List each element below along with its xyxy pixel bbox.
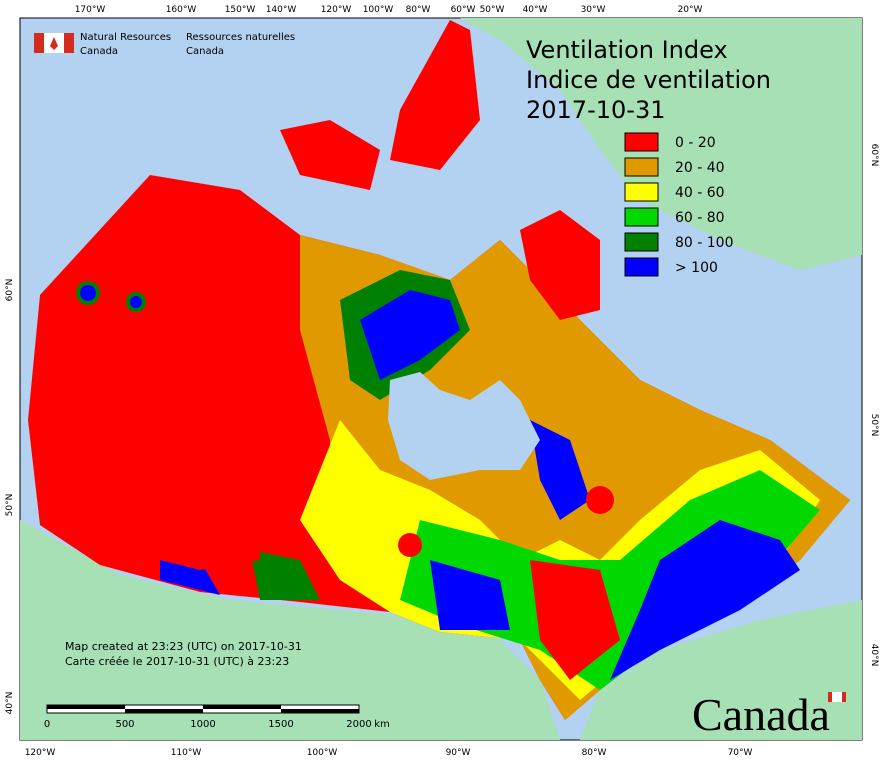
longitude-label: 70°W (728, 748, 753, 758)
wordmark-flag (828, 692, 846, 702)
longitude-label: 90°W (446, 748, 471, 758)
legend-label: > 100 (675, 260, 718, 276)
legend-label: 0 - 20 (675, 135, 716, 151)
legend-swatch (624, 207, 659, 227)
nrcan-flag (34, 33, 74, 53)
latitude-label: 50°N (5, 494, 15, 517)
longitude-label: 170°W (75, 5, 106, 15)
longitude-label: 160°W (166, 5, 197, 15)
legend-swatch (624, 232, 659, 252)
created-fr: Carte créée le 2017-10-31 (UTC) à 23:23 (65, 655, 289, 668)
legend-swatch (624, 257, 659, 277)
map-land (20, 18, 862, 740)
latitude-label: 50°N (869, 414, 879, 437)
longitude-label: 110°W (171, 748, 202, 758)
scale-label: 1500 (268, 719, 293, 730)
longitude-label: 60°W (451, 5, 476, 15)
legend-label: 40 - 60 (675, 185, 725, 201)
longitude-label: 50°W (480, 5, 505, 15)
scale-bar (46, 704, 360, 714)
longitude-label: 20°W (678, 5, 703, 15)
legend-label: 20 - 40 (675, 160, 725, 176)
longitude-label: 30°W (581, 5, 606, 15)
latitude-label: 40°N (869, 644, 879, 667)
scale-label: 1000 (190, 719, 215, 730)
scale-labels: 0 500 1000 1500 2000 km (44, 719, 390, 730)
legend-swatch (624, 157, 659, 177)
scale-label: km (374, 719, 390, 730)
longitude-label: 120°W (321, 5, 352, 15)
agency-en-2: Canada (80, 46, 118, 57)
latitude-label: 40°N (5, 692, 15, 715)
wordmark: Canada (692, 689, 830, 740)
longitude-label: 100°W (363, 5, 394, 15)
longitude-label: 40°W (523, 5, 548, 15)
legend-swatch (624, 182, 659, 202)
longitude-label: 80°W (406, 5, 431, 15)
scale-label: 0 (44, 719, 50, 730)
title-date: 2017-10-31 (526, 96, 665, 124)
agency-en: Natural Resources (80, 32, 171, 43)
longitude-label: 140°W (266, 5, 297, 15)
scale-label: 2000 (346, 719, 371, 730)
longitude-label: 100°W (307, 748, 338, 758)
latitude-label: 60°N (5, 279, 15, 302)
title-fr: Indice de ventilation (526, 66, 771, 94)
agency-fr: Ressources naturelles (186, 32, 295, 43)
longitude-label: 80°W (582, 748, 607, 758)
created-en: Map created at 23:23 (UTC) on 2017-10-31 (65, 640, 302, 653)
longitude-label: 120°W (25, 748, 56, 758)
scale-label: 500 (115, 719, 134, 730)
legend-swatch (624, 132, 659, 152)
agency-fr-2: Canada (186, 46, 224, 57)
title-en: Ventilation Index (526, 36, 728, 64)
graticule: 170°W 160°W 150°W 140°W 120°W 100°W 80°W 60°W 50… (5, 5, 879, 758)
legend-label: 80 - 100 (675, 235, 734, 251)
legend-label: 60 - 80 (675, 210, 725, 226)
longitude-label: 150°W (225, 5, 256, 15)
legend: 0 - 20 20 - 40 40 - 60 60 - 80 80 - 100 > 100 (624, 132, 734, 277)
latitude-label: 60°N (869, 144, 879, 167)
